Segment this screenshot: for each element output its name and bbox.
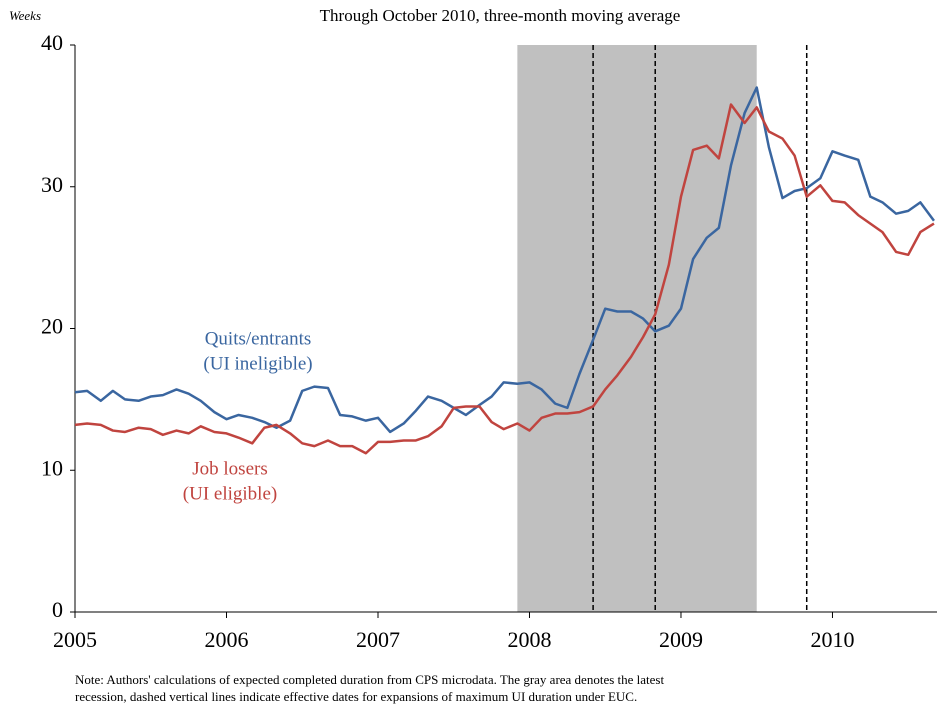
series-label: (UI eligible) — [183, 483, 277, 504]
recession-shading — [517, 45, 757, 612]
series-line — [74, 86, 935, 434]
x-tick-label: 2005 — [53, 627, 97, 652]
y-axis-label: Weeks — [9, 8, 41, 23]
y-tick-label: 20 — [41, 314, 63, 339]
y-tick-label: 0 — [52, 597, 63, 622]
x-tick-label: 2008 — [507, 627, 551, 652]
series-label: Job losers — [192, 458, 267, 479]
series-label: (UI ineligible) — [203, 353, 312, 374]
y-tick-label: 40 — [41, 30, 63, 55]
series-line — [74, 103, 935, 455]
series-label: Quits/entrants — [205, 328, 312, 349]
x-tick-label: 2009 — [659, 627, 703, 652]
note: recession, dashed vertical lines indicat… — [75, 689, 637, 704]
x-tick-label: 2007 — [356, 627, 400, 652]
x-tick-label: 2010 — [810, 627, 854, 652]
y-tick-label: 30 — [41, 172, 63, 197]
chart-subtitle: Through October 2010, three-month moving… — [320, 6, 681, 25]
x-tick-label: 2006 — [204, 627, 248, 652]
note: Note: Authors' calculations of expected … — [75, 672, 664, 687]
y-tick-label: 10 — [41, 455, 63, 480]
